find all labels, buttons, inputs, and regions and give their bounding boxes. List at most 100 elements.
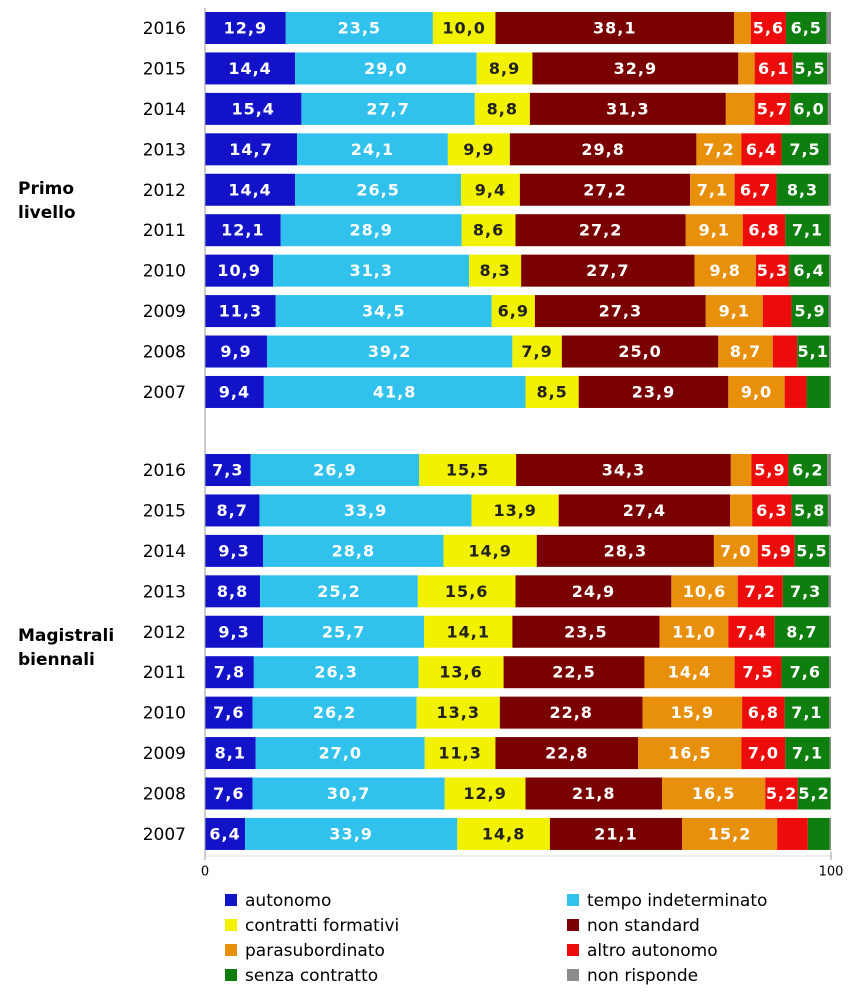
data-label: 5,6	[753, 19, 784, 38]
data-label: 27,7	[366, 99, 409, 118]
bar-segment	[495, 737, 639, 770]
legend-label: altro autonomo	[587, 941, 718, 961]
y-tick-label: 2013	[143, 140, 186, 160]
y-tick-label: 2007	[143, 825, 186, 845]
data-label: 38,1	[593, 19, 636, 38]
data-label: 13,6	[439, 663, 482, 682]
group-label: Primo livello	[18, 179, 76, 223]
bar-segment	[757, 534, 795, 567]
bar-segment	[797, 777, 831, 810]
bar-segment	[828, 575, 831, 608]
bar-segment	[755, 254, 790, 287]
data-label: 9,0	[741, 382, 772, 401]
data-label: 23,5	[338, 19, 381, 38]
bar-segment	[578, 375, 729, 408]
bar-segment	[794, 534, 830, 567]
bar-segment	[638, 737, 742, 770]
bar-segment	[774, 615, 830, 648]
bar-segment	[266, 335, 513, 368]
y-tick-label: 2014	[143, 542, 186, 562]
bar-segment	[205, 817, 246, 850]
legend-label: contratti formativi	[245, 916, 399, 936]
data-label: 28,3	[604, 541, 647, 560]
data-label: 15,9	[671, 703, 714, 722]
bar-segment	[737, 575, 783, 608]
y-tick-label: 2015	[143, 501, 186, 521]
bar-segment	[273, 254, 470, 287]
bar-segment	[461, 173, 520, 206]
bar-segment	[785, 214, 830, 247]
bar-segment	[762, 295, 792, 328]
bar-segment	[205, 173, 296, 206]
bar-segment	[503, 656, 645, 689]
bar-segment	[205, 777, 253, 810]
bar-segment	[205, 214, 281, 247]
data-label: 24,1	[351, 140, 394, 159]
data-label: 26,2	[313, 703, 356, 722]
bar-segment	[512, 615, 660, 648]
bar-segment	[205, 615, 264, 648]
data-label: 22,8	[545, 744, 588, 763]
bar-segment	[509, 133, 697, 166]
bar-segment	[205, 52, 296, 85]
data-label: 5,2	[766, 784, 797, 803]
data-label: 6,1	[758, 59, 789, 78]
data-label: 8,7	[217, 501, 248, 520]
data-label: 29,8	[581, 140, 624, 159]
bar-segment	[297, 133, 448, 166]
bar-segment	[785, 737, 830, 770]
bar-segment	[785, 12, 827, 44]
y-tick-label: 2010	[143, 262, 186, 282]
data-label: 25,7	[322, 622, 365, 641]
bar-segment	[661, 777, 766, 810]
bar-segment	[827, 494, 831, 527]
y-tick-label: 2007	[143, 383, 186, 403]
y-tick-label: 2008	[143, 785, 186, 805]
data-label: 28,9	[349, 221, 392, 240]
bar-segment	[685, 214, 743, 247]
x-tick-label: 100	[819, 865, 844, 880]
bar-segment	[777, 817, 808, 850]
data-label: 7,2	[703, 140, 734, 159]
data-label: 11,0	[672, 622, 715, 641]
data-label: 12,1	[221, 221, 264, 240]
bar-segment	[255, 737, 425, 770]
data-label: 22,8	[549, 703, 592, 722]
bar-segment	[713, 534, 758, 567]
data-label: 9,4	[219, 382, 250, 401]
data-label: 7,1	[792, 744, 823, 763]
bar-segment	[828, 173, 831, 206]
data-label: 7,1	[697, 180, 728, 199]
y-tick-label: 2011	[143, 221, 186, 241]
data-label: 11,3	[438, 744, 481, 763]
data-label: 14,4	[228, 180, 271, 199]
bar-segment	[827, 92, 831, 125]
bar-segment	[659, 615, 729, 648]
bar-segment	[250, 454, 420, 486]
data-label: 7,1	[792, 221, 823, 240]
data-label: 5,9	[794, 302, 825, 321]
bar-segment	[558, 494, 731, 527]
bar-segment	[728, 615, 775, 648]
bar-segment	[474, 92, 530, 125]
data-label: 15,5	[446, 461, 489, 480]
data-label: 10,6	[683, 582, 726, 601]
bar-segment	[730, 494, 753, 527]
data-label: 8,7	[786, 622, 817, 641]
legend-label: senza contratto	[245, 966, 378, 986]
data-label: 21,1	[594, 824, 637, 843]
data-label: 9,8	[710, 261, 741, 280]
bar-segment	[491, 295, 535, 328]
data-label: 5,1	[797, 342, 828, 361]
bar-segment	[263, 375, 526, 408]
bar-segment	[752, 494, 792, 527]
y-tick-label: 2015	[143, 59, 186, 79]
y-tick-label: 2016	[143, 461, 186, 481]
group-label: Magistrali biennali	[18, 626, 115, 670]
bar-segment	[741, 133, 782, 166]
bar-segment	[826, 12, 831, 44]
bar-segment	[784, 375, 807, 408]
data-label: 5,7	[757, 99, 788, 118]
y-tick-label: 2009	[143, 744, 186, 764]
